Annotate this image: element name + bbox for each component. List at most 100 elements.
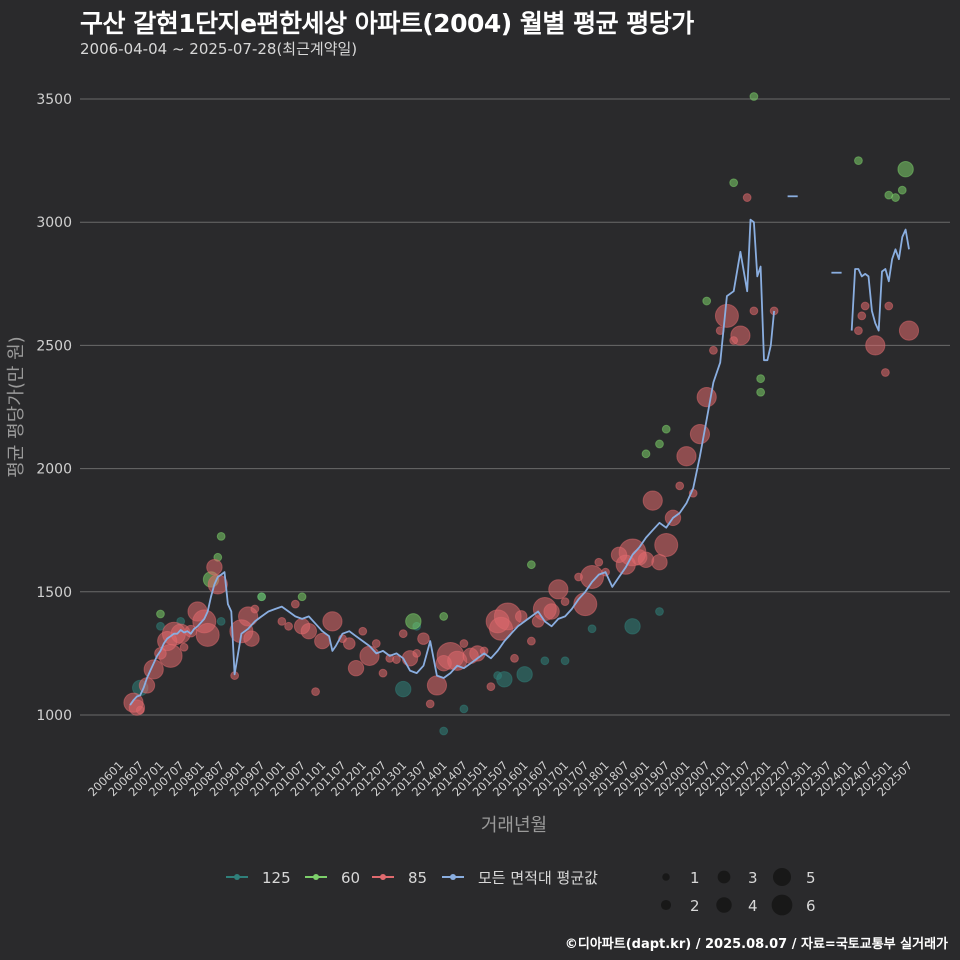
chart-title: 구산 갈현1단지e편한세상 아파트(2004) 월별 평균 평당가 [80,9,694,38]
legend-marker [380,874,386,880]
y-tick-label: 2500 [36,338,72,354]
size-legend-circle [662,873,670,881]
scatter-point-s85 [730,325,751,346]
scatter-point-s85 [371,639,381,648]
size-legend-label: 1 [690,869,700,887]
average-line [129,195,910,706]
scatter-point-s85 [250,604,260,614]
scatter-point-s85 [676,446,697,467]
grid-lines [80,98,950,716]
scatter-point-s85 [510,653,519,663]
average-line-segment [850,228,910,332]
scatter-point-s85 [560,597,570,607]
scatter-point-s85 [857,311,867,321]
legend-marker [313,874,319,880]
y-tick-labels: 1000 1500 2000 2500 3000 3500 [36,92,72,724]
scatter-point-s85 [884,301,894,311]
scatter-point-s60 [891,193,900,202]
scatter-point-s60 [897,161,914,178]
x-axis-label: 거래년월 [481,815,547,836]
scatter-point-s125 [516,666,533,683]
scatter-point-s85 [412,649,422,658]
scatter-point-s85 [675,481,685,491]
source-caption: ©디아파트(dapt.kr) / 2025.08.07 / 자료=국토교통부 실… [564,937,948,952]
scatter-point-s85 [322,611,343,632]
scatter-point-s85 [342,637,356,650]
scatter-point-s85 [425,699,435,709]
y-tick-label: 1500 [36,585,72,601]
scatter-point-s85 [290,599,300,609]
scatter-point-s125 [496,671,513,688]
scatter-point-s125 [624,618,641,635]
average-line-segment [129,218,775,706]
scatter-point-s85 [311,687,320,696]
scatter-point-s60 [405,613,422,630]
size-legend-label: 5 [806,869,816,887]
scatter-point-s85 [392,655,401,664]
scatter-point-s85 [548,579,569,600]
scatter-point-s85 [642,490,663,511]
scatter-point-s85 [358,626,368,636]
scatter-point-s85 [865,335,886,356]
y-tick-label: 1000 [36,708,72,724]
scatter-point-s85 [135,705,145,715]
scatter-point-s60 [655,439,664,449]
scatter-point-s60 [756,387,766,397]
scatter-point-s125 [459,704,469,714]
legend-marker [450,874,456,880]
scatter-point-s60 [216,531,226,541]
scatter-point-s85 [594,557,604,567]
scatter-point-s85 [573,592,598,617]
scatter-point-s85 [417,632,430,645]
scatter-point-s85 [580,565,605,590]
scatter-point-s125 [216,616,226,626]
scatter-point-s85 [880,368,890,377]
scatter-point-s85 [637,551,655,568]
scatter-point-s85 [206,558,223,576]
legend-item-s125: 125 [226,869,291,887]
legend-label: 85 [408,869,427,887]
scatter-point-s60 [439,612,449,621]
y-tick-label: 2000 [36,462,72,478]
size-legend-label: 3 [748,869,758,887]
scatter-point-s125 [395,680,412,698]
size-legend-circle [772,867,792,887]
scatter-point-s85 [689,424,711,445]
scatter-point-s85 [179,642,189,652]
scatter-point-s85 [378,668,388,678]
scatter-point-s60 [297,592,307,602]
scatter-point-s85 [277,616,287,626]
scatter-point-s85 [543,603,560,620]
scatter-point-s85 [479,646,489,656]
scatter-point-s85 [514,610,528,623]
size-legend-circle [716,897,732,913]
scatter-point-s85 [526,636,536,646]
scatter-point-s85 [486,682,496,692]
legend-label: 125 [262,869,291,887]
scatter-point-s60 [702,296,712,306]
legend: 125 60 85 모든 면적대 평균값 [226,869,598,887]
scatter-point-s85 [860,301,870,311]
y-axis-label: 평균 평당가(만 원) [6,336,27,477]
scatter-point-s60 [749,92,759,101]
scatter-point-s85 [347,659,365,677]
scatter-point-s85 [709,345,718,355]
y-tick-label: 3500 [36,92,72,108]
scatter-point-s85 [742,193,752,202]
size-legend-label: 2 [690,897,700,915]
legend-item-s60: 60 [305,869,360,887]
scatter-point-s60 [257,592,267,602]
size-legend-label: 4 [748,897,758,915]
chart-subtitle: 2006-04-04 ~ 2025-07-28(최근계약일) [80,40,358,58]
y-tick-label: 3000 [36,215,72,231]
scatter-point-s85 [243,630,260,647]
size-legend-label: 6 [806,897,816,915]
scatter-point-s125 [439,726,449,736]
scatter-point-s85 [654,532,679,557]
legend-label: 60 [341,869,360,887]
scatter-point-s85 [398,629,408,639]
scatter-point-s60 [156,609,165,619]
scatter-point-s125 [560,656,570,666]
scatter-point-s85 [714,303,739,328]
scatter-point-s60 [756,374,766,384]
